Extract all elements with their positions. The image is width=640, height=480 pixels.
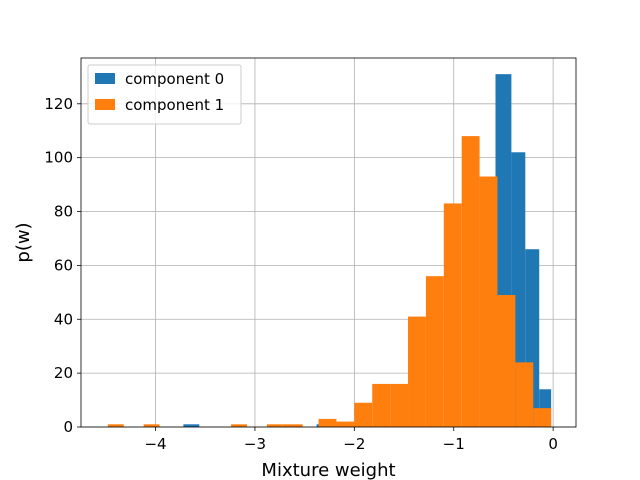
x-axis-ticks: −4 −3 −2 −1 0 xyxy=(144,427,558,453)
component-1-bars xyxy=(107,136,552,427)
component-1-bar xyxy=(107,424,124,427)
y-tick-label: 20 xyxy=(54,364,73,382)
component-1-bar xyxy=(479,176,498,427)
component-1-bar xyxy=(425,276,444,427)
x-axis-label: Mixture weight xyxy=(261,460,395,480)
component-1-bar xyxy=(336,421,355,427)
component-1-bar xyxy=(354,402,373,427)
y-tick-label: 60 xyxy=(54,256,73,274)
y-tick-label: 80 xyxy=(54,203,73,221)
y-tick-label: 0 xyxy=(63,418,73,436)
x-tick-label: −3 xyxy=(244,435,266,453)
y-tick-label: 100 xyxy=(44,149,73,167)
component-1-bar xyxy=(443,203,462,427)
legend-box xyxy=(87,64,242,125)
component-1-bar xyxy=(515,362,534,427)
legend-swatch-component-1 xyxy=(95,99,115,110)
component-1-bar xyxy=(497,295,516,427)
y-axis-label: p(w) xyxy=(13,222,34,262)
component-0-bar xyxy=(183,424,200,427)
plot-frame xyxy=(80,57,577,428)
component-1-bar xyxy=(372,383,391,427)
x-tick-label: −4 xyxy=(144,435,166,453)
y-tick-label: 120 xyxy=(44,95,73,113)
y-tick-label: 40 xyxy=(54,310,73,328)
legend-swatch-component-0 xyxy=(95,73,115,84)
x-tick-label: −2 xyxy=(343,435,365,453)
y-axis-ticks: 0 20 40 60 80 100 120 xyxy=(44,95,81,436)
component-1-bar xyxy=(266,424,283,427)
component-1-bar xyxy=(408,316,426,427)
component-1-bar xyxy=(461,136,480,427)
component-1-bar xyxy=(282,424,303,427)
component-1-bar xyxy=(143,424,160,427)
component-1-bar xyxy=(318,418,337,427)
component-1-bar xyxy=(390,383,409,427)
component-1-bar xyxy=(533,408,552,427)
legend: component 0 component 1 xyxy=(87,64,242,125)
component-1-bar xyxy=(231,424,247,427)
x-tick-label: 0 xyxy=(548,435,558,453)
x-tick-label: −1 xyxy=(443,435,465,453)
legend-label-component-1: component 1 xyxy=(125,96,224,114)
legend-label-component-0: component 0 xyxy=(125,70,224,88)
